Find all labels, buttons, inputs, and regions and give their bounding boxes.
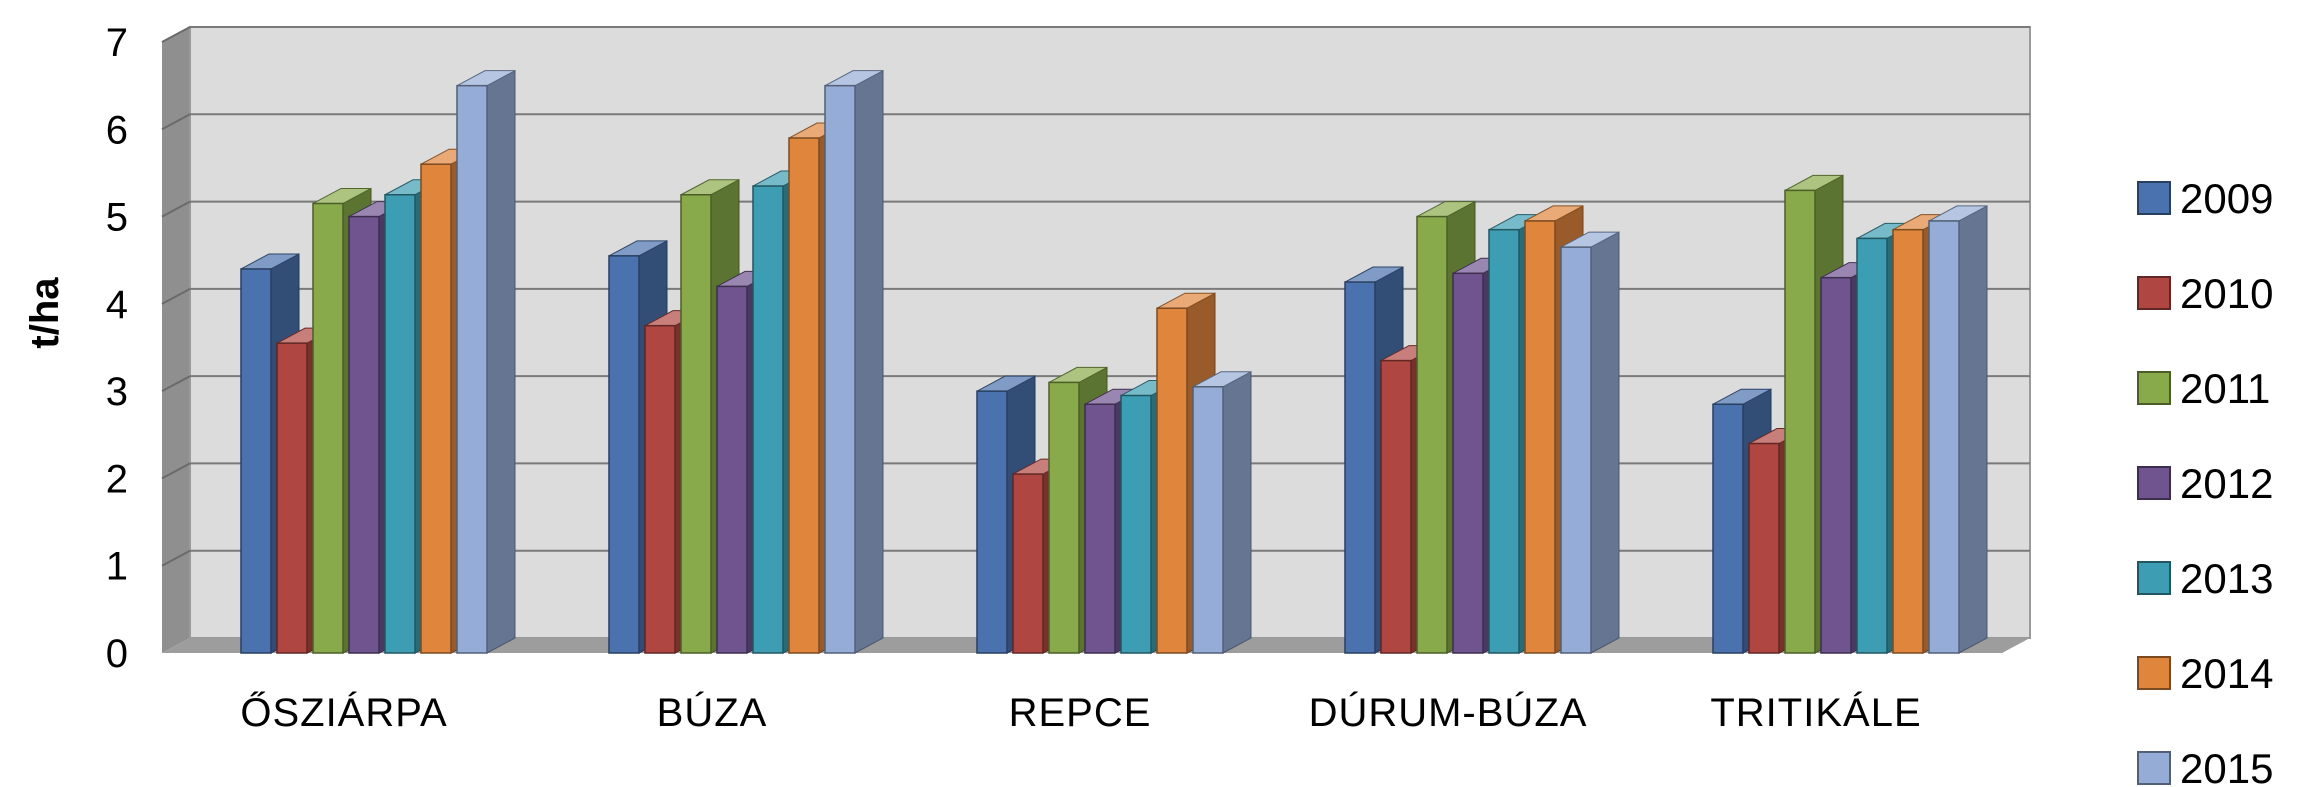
bar: [456, 69, 516, 654]
legend-item: 2009: [2137, 175, 2273, 222]
bar-front: [1380, 359, 1412, 654]
bar-front: [384, 194, 416, 654]
bar-front: [348, 215, 380, 654]
bar-front: [788, 137, 820, 654]
bar-front: [976, 390, 1008, 654]
y-tick-label: 7: [106, 21, 128, 65]
x-tick-label: BÚZA: [657, 690, 768, 735]
bar-front: [716, 285, 748, 654]
bar-side: [1222, 370, 1252, 654]
bar-side: [1958, 205, 1988, 654]
legend-swatch: [2137, 751, 2171, 785]
x-tick-label: ŐSZIÁRPA: [240, 690, 447, 735]
legend-swatch: [2137, 466, 2171, 500]
gridline-depth: [161, 549, 191, 567]
bar-front: [1416, 215, 1448, 654]
bar-front: [644, 324, 676, 654]
bar-front: [1892, 228, 1924, 654]
bar-front: [1560, 246, 1592, 654]
bar: [824, 69, 884, 654]
legend-label: 2012: [2180, 460, 2273, 507]
y-tick-label: 3: [106, 370, 128, 414]
bar: [1928, 205, 1988, 654]
bar-front: [1784, 189, 1816, 654]
gridline-depth: [161, 375, 191, 393]
bar-front: [608, 255, 640, 654]
bar-front: [1452, 272, 1484, 654]
bar-front: [240, 268, 272, 654]
x-tick-label: DÚRUM-BÚZA: [1309, 690, 1588, 735]
bar-side: [1590, 231, 1620, 654]
bar-front: [1524, 220, 1556, 654]
x-axis-labels: ŐSZIÁRPA BÚZA REPCE DÚRUM-BÚZA TRITIKÁLE: [240, 690, 1921, 735]
bar-front: [1156, 307, 1188, 654]
legend-item: 2011: [2137, 365, 2270, 412]
bar-front: [1012, 473, 1044, 654]
legend: 2009 2010 2011 2012 2013 2014 2015: [2137, 175, 2273, 787]
gridline-depth: [161, 462, 191, 480]
bar-side: [854, 69, 884, 654]
y-axis-ticks: 0 1 2 3 4 5 6 7: [106, 21, 128, 676]
legend-item: 2010: [2137, 270, 2273, 317]
y-tick-label: 0: [106, 632, 128, 676]
bar: [1192, 370, 1252, 654]
bar-front: [1712, 403, 1744, 654]
bars: [240, 69, 1988, 654]
legend-label: 2015: [2180, 745, 2273, 787]
bar-front: [1928, 220, 1960, 654]
legend-item: 2015: [2137, 745, 2273, 787]
bar-front: [1120, 394, 1152, 654]
bar-front: [420, 163, 452, 654]
bar-front: [456, 84, 488, 654]
legend-label: 2011: [2180, 365, 2270, 412]
y-tick-label: 6: [106, 108, 128, 152]
legend-swatch: [2137, 181, 2171, 215]
legend-label: 2010: [2180, 270, 2273, 317]
bar-front: [312, 202, 344, 654]
y-axis-title: t/ha: [23, 277, 67, 349]
bar-front: [1048, 381, 1080, 654]
bar-front: [1820, 276, 1852, 654]
bar: [1560, 231, 1620, 654]
legend-label: 2013: [2180, 555, 2273, 602]
bar-front: [1192, 386, 1224, 654]
bar-side: [486, 69, 516, 654]
y-tick-label: 5: [106, 196, 128, 240]
bar-front: [1748, 442, 1780, 654]
legend-label: 2014: [2180, 650, 2273, 697]
gridline-depth: [161, 200, 191, 218]
legend-item: 2012: [2137, 460, 2273, 507]
y-tick-label: 1: [106, 545, 128, 589]
legend-label: 2009: [2180, 175, 2273, 222]
bar-front: [1344, 281, 1376, 654]
gridline-depth: [161, 113, 191, 131]
bar-front: [752, 185, 784, 654]
bar-front: [1488, 228, 1520, 654]
legend-item: 2014: [2137, 650, 2273, 697]
bar-front: [1856, 237, 1888, 654]
y-tick-label: 4: [106, 283, 128, 327]
bar-front: [824, 84, 856, 654]
bar-front: [1084, 403, 1116, 654]
bar-front: [680, 194, 712, 654]
legend-swatch: [2137, 656, 2171, 690]
gridline-depth: [161, 287, 191, 305]
legend-swatch: [2137, 561, 2171, 595]
bar-front: [276, 342, 308, 654]
x-tick-label: TRITIKÁLE: [1710, 690, 1921, 735]
legend-swatch: [2137, 371, 2171, 405]
legend-swatch: [2137, 276, 2171, 310]
x-tick-label: REPCE: [1009, 691, 1152, 735]
side-wall: [162, 27, 190, 653]
legend-item: 2013: [2137, 555, 2273, 602]
gridline-depth: [161, 26, 191, 43]
y-tick-label: 2: [106, 457, 128, 501]
